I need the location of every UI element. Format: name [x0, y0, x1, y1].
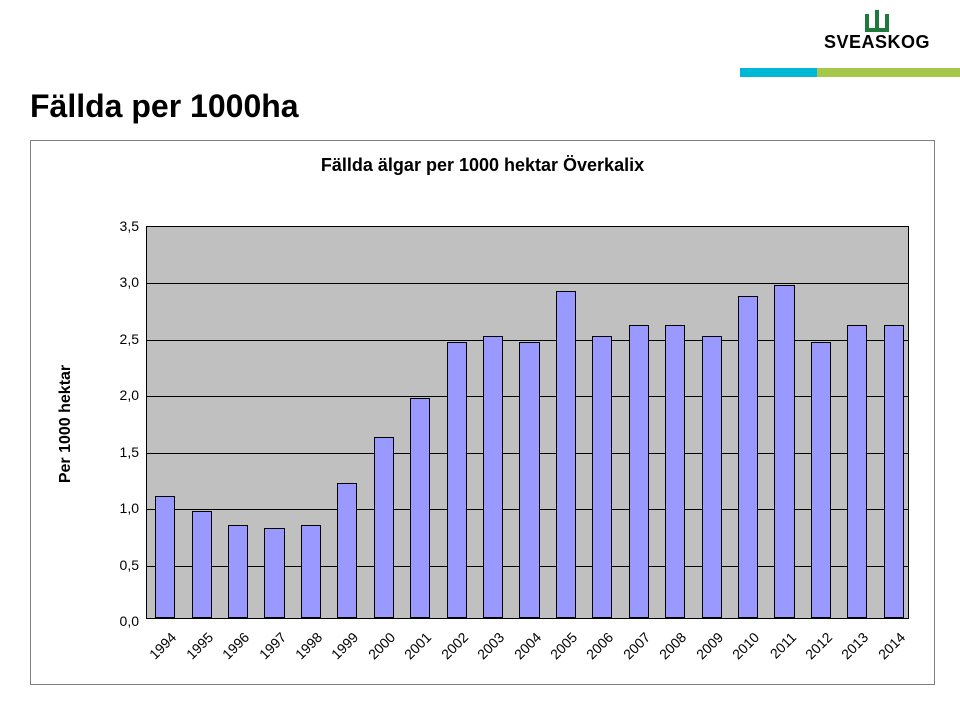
bar: [665, 325, 685, 618]
chart-plot-area: [146, 226, 909, 619]
x-tick-label: 1995: [183, 629, 216, 662]
bar: [374, 437, 394, 618]
bar: [301, 525, 321, 618]
bar: [483, 336, 503, 618]
bar: [702, 336, 722, 618]
bar: [447, 342, 467, 619]
chart-container: Fällda älgar per 1000 hektar Överkalix P…: [30, 140, 935, 685]
bar: [264, 528, 284, 618]
bar: [811, 342, 831, 619]
x-tick-label: 1999: [328, 629, 361, 662]
bar: [884, 325, 904, 618]
crown-icon: [862, 10, 892, 32]
y-tick-label: 0,0: [101, 613, 139, 629]
bar: [847, 325, 867, 618]
x-tick-label: 2004: [510, 629, 543, 662]
x-tick-label: 1994: [146, 629, 179, 662]
page-title: Fällda per 1000ha: [30, 88, 299, 125]
x-tick-label: 2007: [620, 629, 653, 662]
y-tick-label: 2,5: [101, 331, 139, 347]
bar: [228, 525, 248, 618]
bar: [192, 511, 212, 618]
y-tick-label: 3,5: [101, 218, 139, 234]
x-tick-label: 1998: [292, 629, 325, 662]
y-tick-label: 1,5: [101, 444, 139, 460]
x-tick-label: 2013: [838, 629, 871, 662]
x-tick-label: 2014: [875, 629, 908, 662]
x-tick-label: 2008: [656, 629, 689, 662]
x-tick-label: 2005: [547, 629, 580, 662]
brand-logo: SVEASKOG: [824, 10, 930, 53]
x-tick-label: 2010: [729, 629, 762, 662]
bar: [592, 336, 612, 618]
brand-accent-bar: [740, 68, 960, 77]
y-tick-label: 3,0: [101, 274, 139, 290]
bar: [629, 325, 649, 618]
bar: [410, 398, 430, 618]
brand-wordmark: SVEASKOG: [824, 32, 930, 53]
y-tick-label: 2,0: [101, 387, 139, 403]
x-tick-label: 1997: [255, 629, 288, 662]
x-tick-label: 2009: [693, 629, 726, 662]
bar: [155, 496, 175, 618]
bar: [556, 291, 576, 618]
bar: [738, 296, 758, 618]
x-tick-label: 2012: [802, 629, 835, 662]
chart-title: Fällda älgar per 1000 hektar Överkalix: [31, 155, 934, 176]
x-tick-label: 2000: [365, 629, 398, 662]
x-tick-label: 2003: [474, 629, 507, 662]
y-tick-label: 0,5: [101, 557, 139, 573]
x-tick-label: 2001: [401, 629, 434, 662]
x-tick-label: 2006: [583, 629, 616, 662]
x-tick-label: 2002: [438, 629, 471, 662]
bar: [519, 342, 539, 619]
y-axis-title: Per 1000 hektar: [57, 364, 75, 482]
x-tick-label: 1996: [219, 629, 252, 662]
bar: [774, 285, 794, 618]
y-tick-label: 1,0: [101, 500, 139, 516]
bar: [337, 483, 357, 618]
x-tick-label: 2011: [766, 629, 799, 662]
